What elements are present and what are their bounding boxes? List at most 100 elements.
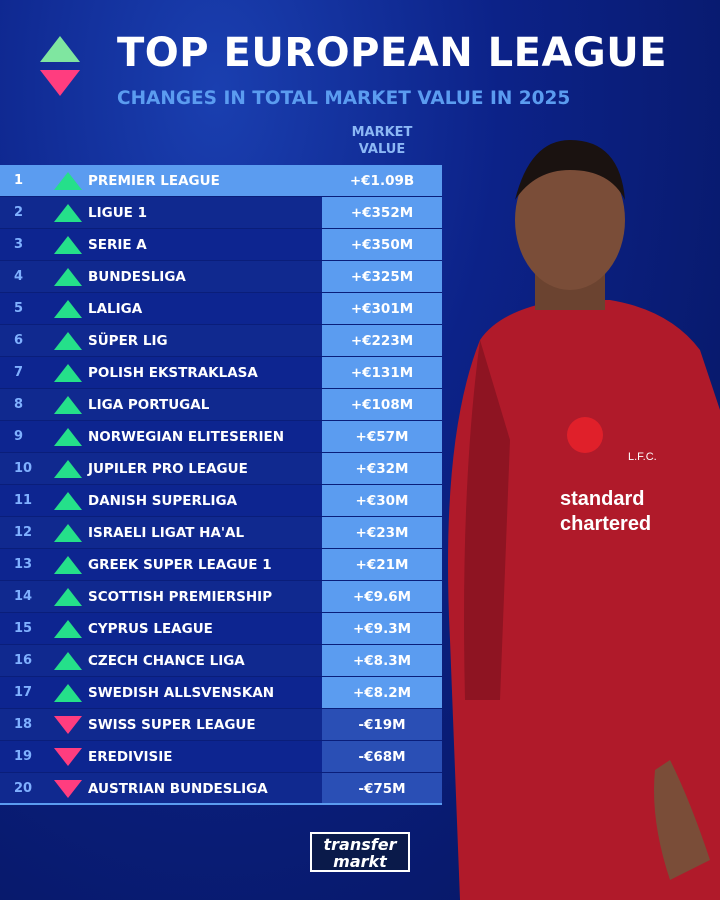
market-value-change: +€350M <box>322 229 442 260</box>
league-name: SCOTTISH PREMIERSHIP <box>88 588 273 605</box>
column-header-market-value: MARKET VALUE <box>322 124 442 158</box>
arrow-down-icon <box>48 779 88 798</box>
table-row: 9 NORWEGIAN ELITESERIEN +€57M <box>0 421 442 453</box>
club-badge: L.F.C. <box>628 451 657 463</box>
market-value-change: +€9.3M <box>322 613 442 644</box>
rank: 15 <box>14 621 33 636</box>
table-row: 12 ISRAELI LIGAT HA'AL +€23M <box>0 517 442 549</box>
market-value-change: +€30M <box>322 485 442 516</box>
arrow-up-icon <box>48 235 88 254</box>
market-value-change: +€352M <box>322 197 442 228</box>
rank: 5 <box>14 301 24 316</box>
table-row: 6 SÜPER LIG +€223M <box>0 325 442 357</box>
market-value-change: +€23M <box>322 517 442 548</box>
market-value-change: +€108M <box>322 389 442 420</box>
table-row: 3 SERIE A +€350M <box>0 229 442 261</box>
league-table: 1 PREMIER LEAGUE +€1.09B 2 LIGUE 1 +€352M… <box>0 165 442 805</box>
table-row: 4 BUNDESLIGA +€325M <box>0 261 442 293</box>
rank: 17 <box>14 685 33 700</box>
table-row: 2 LIGUE 1 +€352M <box>0 197 442 229</box>
rank: 6 <box>14 333 24 348</box>
rank: 8 <box>14 397 24 412</box>
rank: 3 <box>14 237 24 252</box>
rank: 9 <box>14 429 24 444</box>
table-row: 16 CZECH CHANCE LIGA +€8.3M <box>0 645 442 677</box>
table-row: 20 AUSTRIAN BUNDESLIGA -€75M <box>0 773 442 805</box>
up-down-logo-icon <box>40 36 80 96</box>
league-name: SERIE A <box>88 236 147 253</box>
table-row: 8 LIGA PORTUGAL +€108M <box>0 389 442 421</box>
market-value-change: +€9.6M <box>322 581 442 612</box>
league-name: BUNDESLIGA <box>88 268 186 285</box>
poppy-icon <box>567 417 603 453</box>
market-value-change: +€325M <box>322 261 442 292</box>
arrow-up-icon <box>48 683 88 702</box>
rank: 18 <box>14 717 33 732</box>
market-value-change: +€8.2M <box>322 677 442 708</box>
table-row: 13 GREEK SUPER LEAGUE 1 +€21M <box>0 549 442 581</box>
league-name: POLISH EKSTRAKLASA <box>88 364 258 381</box>
page-subtitle: CHANGES IN TOTAL MARKET VALUE IN 2025 <box>117 88 571 109</box>
sponsor-line2: chartered <box>560 513 651 535</box>
market-value-change: -€68M <box>322 741 442 772</box>
arrow-up-icon <box>48 171 88 190</box>
arrow-down-icon <box>48 715 88 734</box>
sponsor-line1: standard <box>560 488 644 510</box>
table-row: 15 CYPRUS LEAGUE +€9.3M <box>0 613 442 645</box>
rank: 11 <box>14 493 33 508</box>
league-name: LIGUE 1 <box>88 204 147 221</box>
player-photo: standard chartered L.F.C. <box>448 140 720 900</box>
table-row: 7 POLISH EKSTRAKLASA +€131M <box>0 357 442 389</box>
column-header-line1: MARKET <box>351 125 413 140</box>
table-row: 17 SWEDISH ALLSVENSKAN +€8.2M <box>0 677 442 709</box>
rank: 16 <box>14 653 33 668</box>
arrow-up-icon <box>48 331 88 350</box>
arrow-up-icon <box>48 651 88 670</box>
league-name: LIGA PORTUGAL <box>88 396 210 413</box>
league-name: SÜPER LIG <box>88 332 168 349</box>
table-row: 10 JUPILER PRO LEAGUE +€32M <box>0 453 442 485</box>
market-value-change: +€57M <box>322 421 442 452</box>
rank: 1 <box>14 173 24 188</box>
league-name: SWEDISH ALLSVENSKAN <box>88 684 275 701</box>
league-name: SWISS SUPER LEAGUE <box>88 716 256 733</box>
transfermarkt-logo: transfer markt <box>310 832 410 872</box>
table-bottom-divider <box>0 803 442 805</box>
market-value-change: -€19M <box>322 709 442 740</box>
rank: 13 <box>14 557 33 572</box>
league-name: ISRAELI LIGAT HA'AL <box>88 524 245 541</box>
league-name: CYPRUS LEAGUE <box>88 620 213 637</box>
rank: 10 <box>14 461 33 476</box>
league-name: PREMIER LEAGUE <box>88 172 220 189</box>
rank: 19 <box>14 749 33 764</box>
column-header-line2: VALUE <box>358 142 406 157</box>
market-value-change: +€223M <box>322 325 442 356</box>
table-row: 19 EREDIVISIE -€68M <box>0 741 442 773</box>
arrow-up-icon <box>48 203 88 222</box>
market-value-change: +€301M <box>322 293 442 324</box>
table-row: 11 DANISH SUPERLIGA +€30M <box>0 485 442 517</box>
arrow-up-icon <box>48 619 88 638</box>
market-value-change: -€75M <box>322 773 442 804</box>
arrow-up-icon <box>48 587 88 606</box>
market-value-change: +€8.3M <box>322 645 442 676</box>
league-name: CZECH CHANCE LIGA <box>88 652 245 669</box>
table-row: 1 PREMIER LEAGUE +€1.09B <box>0 165 442 197</box>
table-row: 5 LALIGA +€301M <box>0 293 442 325</box>
league-name: LALIGA <box>88 300 143 317</box>
table-row: 14 SCOTTISH PREMIERSHIP +€9.6M <box>0 581 442 613</box>
arrow-up-icon <box>48 523 88 542</box>
page-title: TOP EUROPEAN LEAGUE <box>117 30 668 76</box>
league-name: AUSTRIAN BUNDESLIGA <box>88 780 268 797</box>
arrow-up-icon <box>48 555 88 574</box>
market-value-change: +€1.09B <box>349 172 415 189</box>
league-name: DANISH SUPERLIGA <box>88 492 238 509</box>
logo-line1: transfer <box>323 835 397 854</box>
market-value-change: +€131M <box>322 357 442 388</box>
arrow-up-icon <box>48 267 88 286</box>
arrow-up-icon <box>48 299 88 318</box>
rank: 12 <box>14 525 33 540</box>
arrow-up-icon <box>48 459 88 478</box>
arrow-up-icon <box>48 427 88 446</box>
